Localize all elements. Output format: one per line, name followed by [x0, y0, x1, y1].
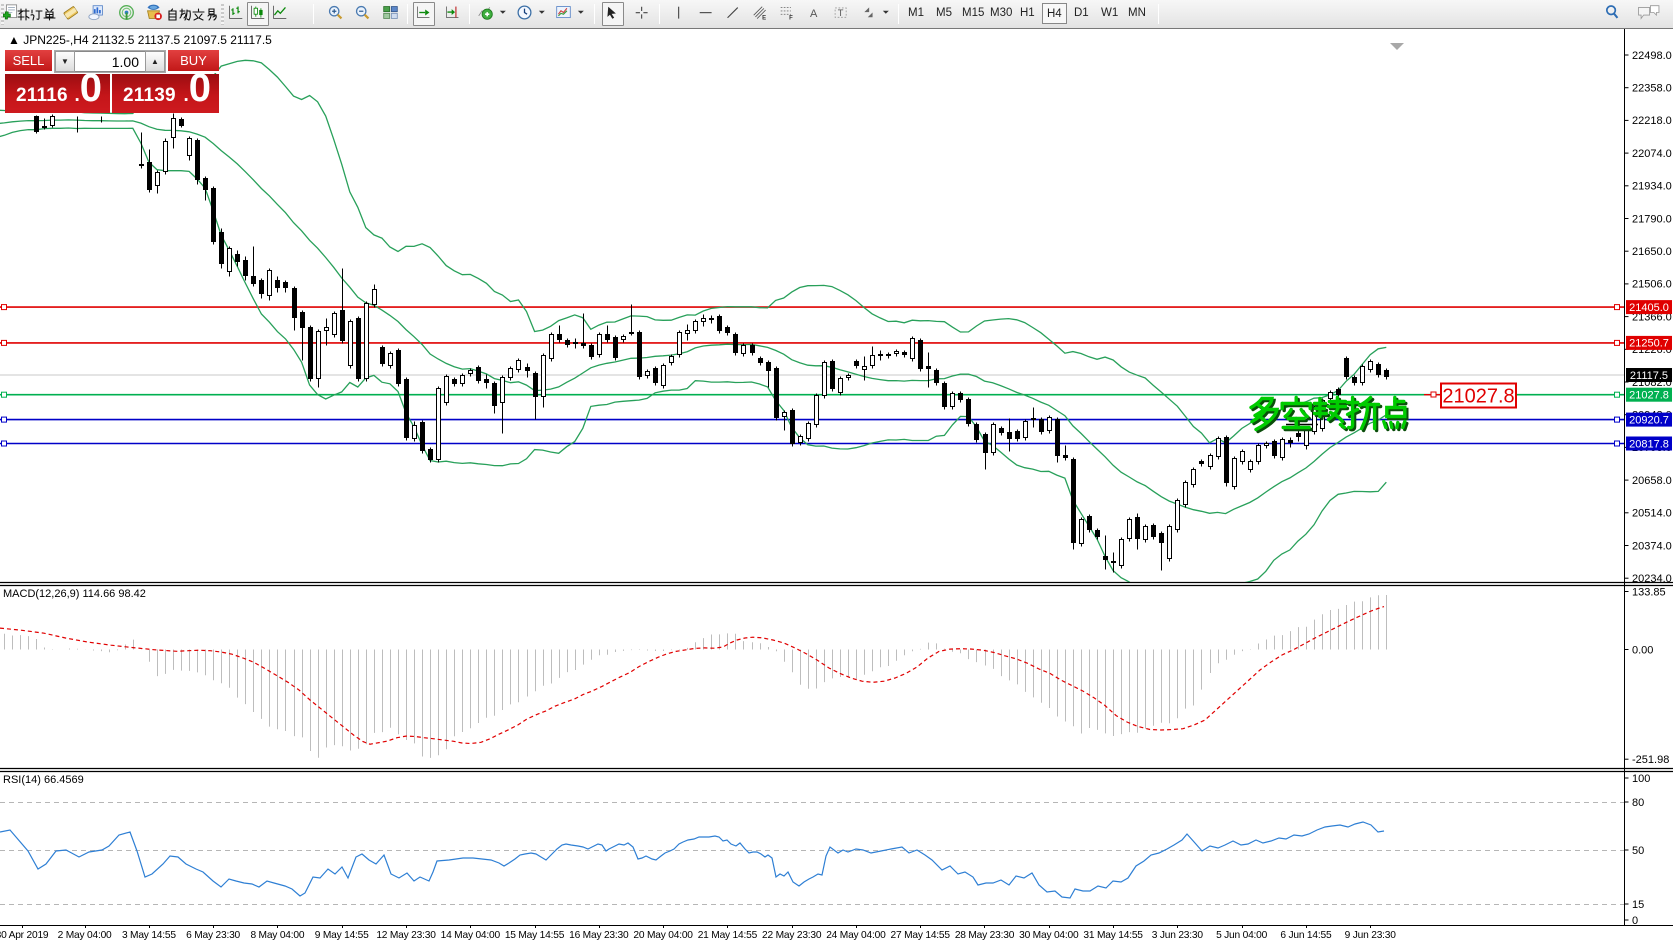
- svg-text:-251.98: -251.98: [1632, 754, 1669, 766]
- svg-text:22 May 23:30: 22 May 23:30: [762, 930, 822, 941]
- svg-text:8 May 04:00: 8 May 04:00: [250, 930, 304, 941]
- svg-text:50: 50: [1632, 845, 1644, 857]
- svg-text:80: 80: [1632, 797, 1644, 809]
- svg-text:21934.0: 21934.0: [1632, 181, 1672, 193]
- svg-text:0: 0: [1632, 915, 1638, 927]
- svg-text:21405.0: 21405.0: [1629, 302, 1669, 314]
- svg-text:30 Apr 2019: 30 Apr 2019: [0, 930, 49, 941]
- svg-text:20514.0: 20514.0: [1632, 508, 1672, 520]
- svg-text:3 Jun 23:30: 3 Jun 23:30: [1152, 930, 1204, 941]
- svg-text:21027.8: 21027.8: [1442, 386, 1514, 408]
- svg-text:T: T: [838, 8, 844, 18]
- svg-text:15: 15: [1632, 899, 1644, 911]
- svg-text:22074.0: 22074.0: [1632, 148, 1672, 160]
- svg-text:21506.0: 21506.0: [1632, 279, 1672, 291]
- svg-text:20817.8: 20817.8: [1629, 438, 1669, 450]
- svg-text:21650.0: 21650.0: [1632, 246, 1672, 258]
- svg-text:22498.0: 22498.0: [1632, 50, 1672, 62]
- svg-text:14 May 04:00: 14 May 04:00: [441, 930, 501, 941]
- svg-text:22218.0: 22218.0: [1632, 115, 1672, 127]
- svg-text:6 Jun 14:55: 6 Jun 14:55: [1280, 930, 1332, 941]
- svg-text:22358.0: 22358.0: [1632, 83, 1672, 95]
- svg-text:27 May 14:55: 27 May 14:55: [891, 930, 951, 941]
- svg-text:20 May 04:00: 20 May 04:00: [633, 930, 693, 941]
- svg-text:16 May 23:30: 16 May 23:30: [569, 930, 629, 941]
- svg-text:21027.8: 21027.8: [1629, 390, 1669, 402]
- svg-text:21790.0: 21790.0: [1632, 213, 1672, 225]
- svg-text:30 May 04:00: 30 May 04:00: [1019, 930, 1079, 941]
- svg-text:21117.5: 21117.5: [1630, 370, 1668, 382]
- svg-text:20374.0: 20374.0: [1632, 540, 1672, 552]
- svg-text:5 Jun 04:00: 5 Jun 04:00: [1216, 930, 1268, 941]
- svg-text:20234.0: 20234.0: [1632, 573, 1672, 585]
- svg-text:21250.7: 21250.7: [1629, 338, 1669, 350]
- svg-text:100: 100: [1632, 773, 1650, 785]
- svg-text:21 May 14:55: 21 May 14:55: [698, 930, 758, 941]
- svg-text:6 May 23:30: 6 May 23:30: [186, 930, 240, 941]
- svg-text:RSI(14) 66.4569: RSI(14) 66.4569: [3, 774, 84, 786]
- svg-text:21366.0: 21366.0: [1632, 311, 1672, 323]
- svg-text:9 May 14:55: 9 May 14:55: [315, 930, 369, 941]
- svg-text:F: F: [789, 15, 793, 20]
- svg-text:9 Jun 23:30: 9 Jun 23:30: [1345, 930, 1397, 941]
- svg-text:15 May 14:55: 15 May 14:55: [505, 930, 565, 941]
- svg-text:2 May 04:00: 2 May 04:00: [58, 930, 112, 941]
- svg-text:MACD(12,26,9) 114.66 98.42: MACD(12,26,9) 114.66 98.42: [3, 588, 146, 600]
- svg-text:20920.7: 20920.7: [1629, 414, 1669, 426]
- svg-text:0.00: 0.00: [1632, 644, 1653, 656]
- svg-text:12 May 23:30: 12 May 23:30: [376, 930, 436, 941]
- svg-text:A: A: [810, 8, 818, 20]
- svg-text:E: E: [762, 15, 766, 20]
- svg-text:▲ JPN225-,H4 21132.5 21137.5: ▲ JPN225-,H4 21132.5 21137.5 21097.5 211…: [8, 33, 272, 47]
- svg-text:20658.0: 20658.0: [1632, 475, 1672, 487]
- svg-text:28 May 23:30: 28 May 23:30: [955, 930, 1015, 941]
- svg-text:24 May 04:00: 24 May 04:00: [826, 930, 886, 941]
- svg-text:133.85: 133.85: [1632, 586, 1666, 598]
- svg-text:31 May 14:55: 31 May 14:55: [1083, 930, 1143, 941]
- svg-text:3 May 14:55: 3 May 14:55: [122, 930, 176, 941]
